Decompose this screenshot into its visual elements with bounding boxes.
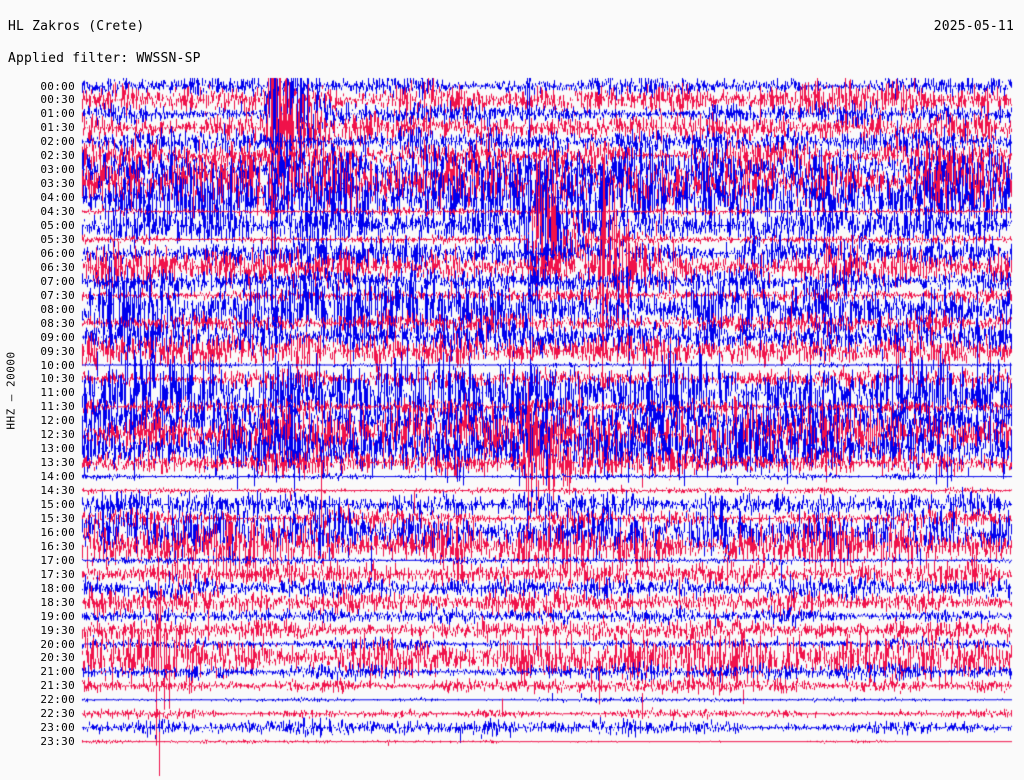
record-date: 2025-05-11 <box>933 19 1014 34</box>
applied-filter-label: Applied filter: WWSSN-SP <box>8 51 201 66</box>
station-title: HL Zakros (Crete) <box>8 19 145 34</box>
